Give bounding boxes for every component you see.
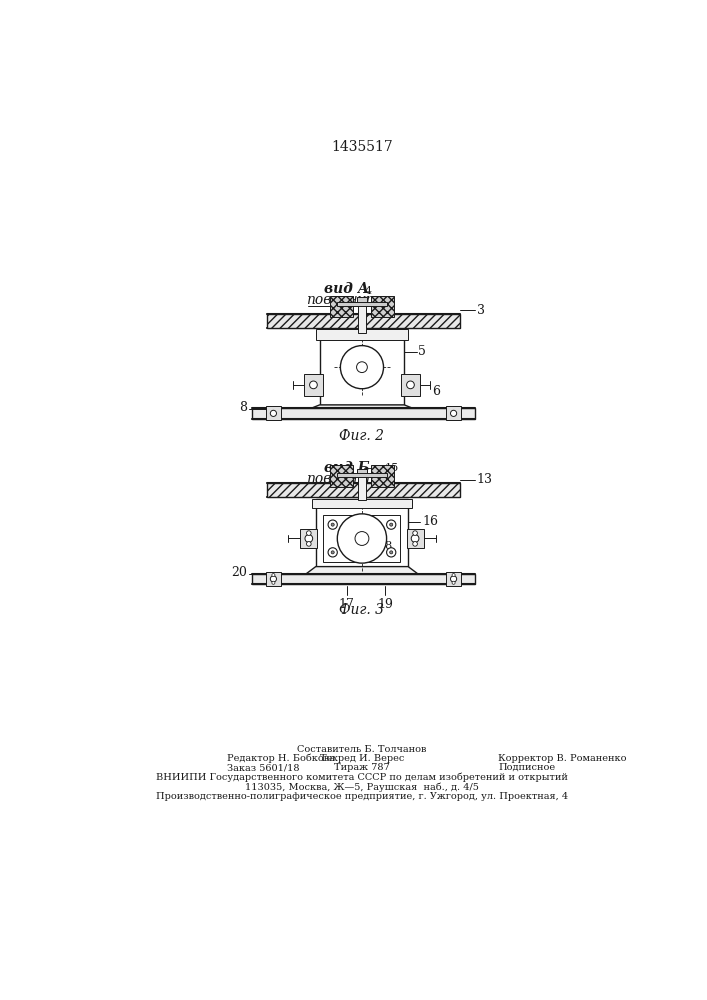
Bar (316, 499, 408, 567)
Circle shape (407, 381, 414, 389)
Text: 19: 19 (377, 598, 393, 611)
Text: повернуто: повернуто (306, 472, 387, 486)
Bar (329, 465, 353, 487)
Text: 8: 8 (239, 401, 247, 414)
Bar (312, 499, 412, 508)
Text: 16: 16 (422, 515, 438, 528)
Text: ВНИИПИ Государственного комитета СССР по делам изобретений и открытий: ВНИИПИ Государственного комитета СССР по… (156, 773, 568, 782)
Circle shape (356, 362, 368, 373)
Circle shape (390, 551, 393, 554)
Circle shape (307, 542, 311, 546)
Text: Заказ 5601/18: Заказ 5601/18 (227, 763, 300, 772)
Circle shape (413, 542, 417, 546)
Text: 1435517: 1435517 (331, 140, 393, 154)
Bar (356, 469, 368, 474)
Text: повернуто: повернуто (306, 293, 387, 307)
Circle shape (340, 346, 383, 389)
Bar (320, 329, 404, 405)
Bar (316, 329, 408, 340)
Circle shape (450, 576, 457, 582)
Bar (304, 374, 322, 396)
Bar (356, 297, 368, 303)
Text: Тираж 787: Тираж 787 (334, 763, 390, 772)
Circle shape (272, 574, 275, 577)
Text: Составитель Б. Толчанов: Составитель Б. Толчанов (297, 745, 426, 754)
Circle shape (387, 520, 396, 529)
Circle shape (355, 532, 369, 545)
Text: 6: 6 (432, 385, 440, 398)
Bar (371, 465, 395, 487)
Bar (337, 473, 387, 477)
Text: 15: 15 (385, 463, 399, 473)
Bar (358, 302, 366, 333)
Text: вид Б: вид Б (324, 461, 369, 475)
Text: 3: 3 (477, 304, 485, 317)
Circle shape (337, 514, 387, 563)
Circle shape (331, 523, 334, 526)
Bar (358, 471, 366, 500)
Text: Подписное: Подписное (498, 763, 556, 772)
Bar (267, 314, 460, 328)
Circle shape (310, 381, 317, 389)
Circle shape (270, 576, 276, 582)
Circle shape (390, 523, 393, 526)
Circle shape (328, 520, 337, 529)
Circle shape (411, 535, 419, 542)
Text: 13: 13 (477, 473, 493, 486)
Circle shape (328, 548, 337, 557)
Bar (252, 408, 475, 419)
Circle shape (387, 548, 396, 557)
Circle shape (452, 581, 455, 584)
Bar (446, 406, 461, 420)
Bar (267, 483, 460, 497)
Circle shape (452, 574, 455, 577)
Bar (337, 302, 387, 306)
Bar (300, 529, 317, 548)
Bar (446, 572, 461, 586)
Text: 7: 7 (374, 358, 381, 368)
Text: Редактор Н. Бобкова: Редактор Н. Бобкова (227, 754, 335, 763)
Circle shape (270, 410, 276, 416)
Text: Фиг. 2: Фиг. 2 (339, 429, 385, 443)
Circle shape (331, 551, 334, 554)
Bar (402, 374, 420, 396)
Bar (266, 572, 281, 586)
Bar (252, 574, 475, 584)
Circle shape (272, 581, 275, 584)
Circle shape (450, 410, 457, 416)
Text: 4: 4 (365, 286, 372, 296)
Circle shape (305, 535, 312, 542)
Text: Техред И. Верес: Техред И. Верес (320, 754, 404, 763)
Text: Производственно-полиграфическое предприятие, г. Ужгород, ул. Проектная, 4: Производственно-полиграфическое предприя… (156, 792, 568, 801)
Text: вид А: вид А (324, 282, 369, 296)
Bar (329, 296, 353, 317)
Bar (266, 406, 281, 420)
Text: 113035, Москва, Ж—5, Раушская  наб., д. 4/5: 113035, Москва, Ж—5, Раушская наб., д. 4… (245, 782, 479, 792)
Text: 20: 20 (231, 566, 247, 579)
Bar (324, 515, 400, 562)
Text: 17: 17 (339, 598, 354, 611)
Text: 5: 5 (418, 345, 426, 358)
Bar (371, 296, 395, 317)
Polygon shape (300, 567, 423, 578)
Polygon shape (300, 405, 423, 413)
Circle shape (413, 531, 417, 535)
Bar (407, 529, 423, 548)
Text: 18: 18 (379, 541, 393, 551)
Text: Корректор В. Романенко: Корректор В. Романенко (498, 754, 626, 763)
Text: Фиг. 3: Фиг. 3 (339, 603, 385, 617)
Circle shape (307, 531, 311, 535)
